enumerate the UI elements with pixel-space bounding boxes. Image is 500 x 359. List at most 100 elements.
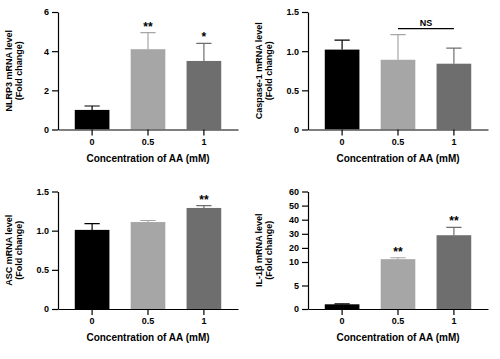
x-tick: 0 — [90, 130, 95, 147]
y-tick: 1.0 — [36, 226, 58, 236]
error-cap — [446, 47, 461, 48]
x-tick: 0 — [340, 130, 345, 147]
error-bar — [446, 227, 461, 235]
significance-label: ** — [199, 193, 209, 207]
x-tick-label: 0.5 — [392, 137, 405, 147]
marks — [75, 33, 221, 130]
bar — [325, 50, 360, 130]
y-axis-title: ASC mRNA level(Fold change) — [4, 215, 24, 286]
y-tick-mark — [302, 206, 308, 207]
marks — [325, 35, 471, 130]
y-tick-mark — [302, 248, 308, 249]
y-axis: 0 0.5 1.0 1.5 — [36, 187, 58, 315]
y-tick-mark — [52, 51, 58, 52]
x-tick: 0.5 — [142, 130, 155, 147]
y-tick: 1.5 — [36, 187, 58, 197]
x-tick: 1 — [201, 130, 206, 147]
error-cap — [84, 223, 99, 224]
y-tick-label: 6 — [44, 7, 49, 17]
significance-label: ** — [393, 245, 403, 259]
y-axis-line — [308, 13, 309, 131]
error-stem — [453, 227, 454, 235]
x-tick-mark — [147, 309, 148, 315]
y-tick-label: 50 — [289, 201, 299, 211]
y-tick-mark — [52, 191, 58, 192]
y-axis-title: IL-1β mRNA level(Fold change) — [254, 213, 274, 287]
y-tick-label: 40 — [289, 215, 299, 225]
y-tick-mark — [52, 90, 58, 91]
y-tick-mark — [302, 285, 308, 286]
x-tick: 1 — [451, 309, 456, 326]
error-stem — [203, 43, 204, 61]
x-tick-label: 1 — [201, 316, 206, 326]
y-tick-label: 1.5 — [286, 7, 299, 17]
y-tick-label: 1.0 — [286, 47, 299, 57]
error-cap — [334, 303, 349, 304]
error-stem — [91, 224, 92, 230]
bar — [131, 49, 166, 129]
y-tick: 0.5 — [286, 86, 308, 96]
error-bar — [446, 48, 461, 64]
y-tick-label: 4 — [44, 47, 49, 57]
y-axis-line — [58, 192, 59, 310]
y-tick-label: 20 — [289, 243, 299, 253]
y-tick-label: 0 — [294, 304, 299, 314]
x-tick-mark — [91, 130, 92, 136]
bar — [75, 230, 110, 309]
y-tick-label: 0 — [294, 125, 299, 135]
y-tick-mark — [302, 191, 308, 192]
y-tick-label: 0.5 — [286, 86, 299, 96]
y-tick: 1.5 — [286, 7, 308, 17]
y-tick: 5 — [294, 281, 308, 291]
y-tick: 0.5 — [36, 265, 58, 275]
y-tick: 10 — [289, 257, 308, 267]
x-tick: 0.5 — [142, 309, 155, 326]
error-stem — [147, 33, 148, 50]
y-tick: 1.0 — [286, 47, 308, 57]
marks — [325, 227, 471, 309]
error-bar — [334, 40, 349, 49]
y-tick: 0 — [294, 304, 308, 314]
bar — [187, 208, 222, 309]
x-tick-label: 1 — [451, 316, 456, 326]
error-bar — [84, 106, 99, 110]
y-tick-label: 0.5 — [36, 265, 49, 275]
y-axis: 0 2 4 6 — [44, 7, 59, 135]
bar — [131, 222, 166, 309]
y-tick: 60 — [289, 187, 308, 197]
x-tick: 1 — [451, 130, 456, 147]
x-tick: 1 — [201, 309, 206, 326]
bar — [381, 60, 416, 130]
y-tick-label: 0 — [44, 125, 49, 135]
y-tick: 0 — [294, 125, 308, 135]
y-tick-mark — [302, 12, 308, 13]
error-bar — [196, 43, 211, 61]
y-axis-title: Caspase-1 mRNA level(Fold change) — [254, 22, 274, 119]
x-tick-label: 0 — [90, 137, 95, 147]
x-tick-label: 0.5 — [142, 137, 155, 147]
panel: 00.51.01.500.51Concentration of AA (mM)A… — [4, 187, 239, 343]
y-axis-title: NLRP3 mRNA level(Fold change) — [4, 30, 24, 112]
y-tick-mark — [302, 129, 308, 130]
x-axis-title: Concentration of AA (mM) — [336, 153, 459, 164]
x-tick-mark — [397, 130, 398, 136]
bar — [381, 259, 416, 309]
x-axis: 00.51 — [59, 309, 239, 326]
y-tick-label: 2 — [44, 86, 49, 96]
x-tick-label: 0 — [340, 316, 345, 326]
x-tick-mark — [453, 309, 454, 315]
y-tick-label: 0 — [44, 304, 49, 314]
y-tick-mark — [52, 129, 58, 130]
x-tick: 0 — [90, 309, 95, 326]
y-tick: 2 — [44, 86, 58, 96]
x-axis-title: Concentration of AA (mM) — [86, 153, 209, 164]
error-bar — [334, 303, 349, 304]
x-tick-mark — [341, 309, 342, 315]
x-tick: 0 — [340, 309, 345, 326]
panel: 0 2 4 6 0 0.5 1 Concentration of AA (mM) NLRP3 m… — [4, 7, 239, 163]
marks — [75, 206, 221, 309]
y-tick-mark — [302, 220, 308, 221]
x-tick-label: 0 — [90, 316, 95, 326]
significance-label: ** — [143, 20, 153, 34]
comparison-line — [398, 28, 454, 29]
